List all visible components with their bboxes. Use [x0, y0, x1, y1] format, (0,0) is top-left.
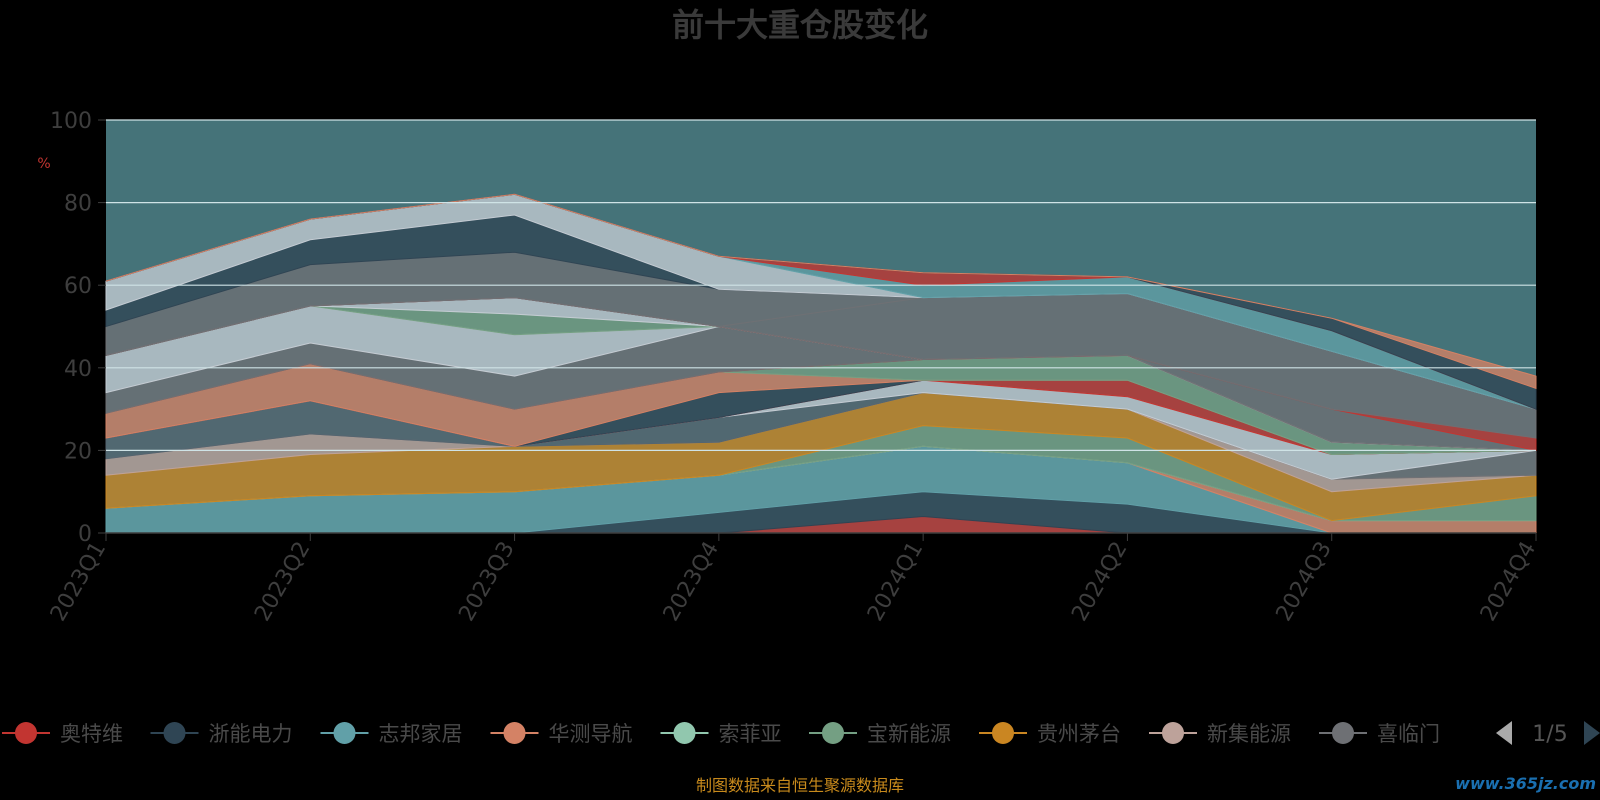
x-tick-label: 2023Q4 [659, 538, 724, 626]
legend-item-label: 奥特维 [60, 722, 123, 746]
legend-item-label: 浙能电力 [209, 722, 293, 746]
legend-next-icon[interactable] [1584, 721, 1600, 745]
y-tick-label: 100 [50, 109, 92, 134]
x-tick-label: 2023Q1 [46, 538, 111, 626]
legend-item-label: 喜临门 [1377, 722, 1440, 746]
grid-lines [106, 119, 1536, 451]
chart-title: 前十大重仓股变化 [672, 6, 928, 44]
legend-page-indicator: 1/5 [1532, 722, 1567, 747]
legend-prev-icon[interactable] [1496, 721, 1512, 745]
x-tick-label: 2024Q4 [1476, 538, 1541, 626]
legend-item[interactable]: 宝新能源 [809, 722, 951, 746]
legend-item[interactable]: 浙能电力 [150, 722, 293, 746]
y-tick-label: 20 [64, 439, 92, 464]
legend-item-label: 索菲亚 [719, 722, 782, 746]
legend-item-label: 华测导航 [549, 722, 633, 746]
legend-item-label: 宝新能源 [867, 722, 951, 746]
y-tick-label: 80 [64, 192, 92, 217]
legend-item[interactable]: 新集能源 [1149, 722, 1291, 746]
legend-item-label: 志邦家居 [379, 722, 463, 746]
x-tick-label: 2024Q1 [863, 538, 928, 626]
y-tick-label: 40 [64, 357, 92, 382]
x-tick-label: 2024Q3 [1272, 538, 1337, 626]
area-series-30 [105, 193, 1537, 390]
legend-item[interactable]: 喜临门 [1319, 722, 1440, 746]
x-tick-label: 2024Q2 [1067, 538, 1132, 626]
data-source-note: 制图数据来自恒生聚源数据库 [696, 776, 904, 795]
y-axis-unit-label: % [37, 156, 50, 172]
legend-item[interactable]: 华测导航 [490, 722, 633, 746]
x-tick-label: 2023Q2 [250, 538, 315, 626]
legend-item[interactable]: 志邦家居 [320, 722, 463, 746]
legend-item-label: 贵州茅台 [1037, 722, 1121, 746]
y-tick-label: 0 [78, 522, 92, 547]
y-tick-label: 60 [64, 274, 92, 299]
legend-pager: 1/5 [1496, 721, 1600, 747]
legend-item-label: 新集能源 [1207, 722, 1291, 746]
watermark: www.365jz.com [1455, 774, 1596, 793]
legend: 奥特维 浙能电力 志邦家居 华测导航 索菲亚 宝新能源 贵州茅台 新集能源 喜临门 [2, 722, 1440, 746]
legend-item[interactable]: 索菲亚 [660, 722, 782, 746]
legend-item[interactable]: 奥特维 [2, 722, 123, 746]
legend-item[interactable]: 贵州茅台 [979, 722, 1121, 746]
area-series-group [105, 193, 1537, 534]
x-tick-label: 2023Q3 [454, 538, 519, 626]
